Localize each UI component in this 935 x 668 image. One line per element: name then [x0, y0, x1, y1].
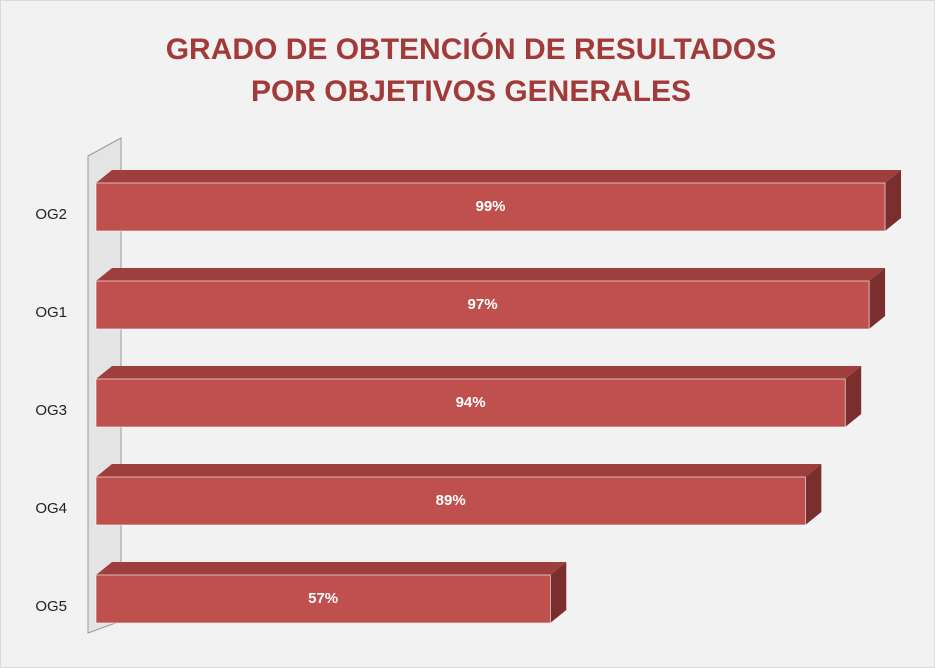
bar-side: [885, 170, 902, 231]
bar-side: [869, 268, 886, 329]
data-label: 97%: [468, 296, 498, 313]
data-label: 57%: [308, 590, 338, 607]
bar-top: [96, 464, 822, 477]
bar-top: [96, 562, 567, 575]
bar: [95, 476, 806, 526]
bar: [95, 182, 886, 232]
bar-top: [96, 366, 862, 379]
data-label: 99%: [475, 198, 505, 215]
bar-side: [550, 562, 567, 623]
data-label: 94%: [456, 394, 486, 411]
y-tick-label: OG2: [35, 206, 67, 223]
bar-side: [845, 366, 862, 427]
bar: [95, 574, 551, 624]
bar: [95, 280, 870, 330]
y-tick-label: OG3: [35, 402, 67, 419]
bar-top: [96, 170, 902, 183]
y-tick-label: OG5: [35, 598, 67, 615]
bar: [95, 378, 846, 428]
y-tick-label: OG1: [35, 304, 67, 321]
bar-side: [805, 464, 822, 525]
y-tick-label: OG4: [35, 500, 67, 517]
chart-title: GRADO DE OBTENCIÓN DE RESULTADOS POR OBJ…: [165, 33, 777, 108]
data-label: 89%: [436, 492, 466, 509]
bar-top: [96, 268, 886, 281]
